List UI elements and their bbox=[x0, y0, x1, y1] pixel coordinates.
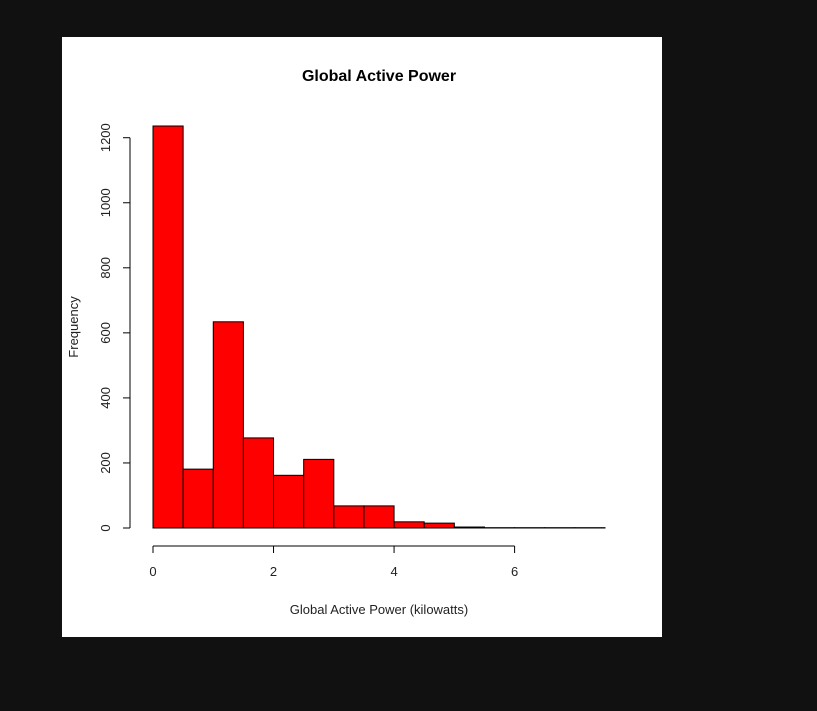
x-tick-label: 0 bbox=[149, 564, 156, 579]
histogram-bar bbox=[363, 505, 395, 529]
y-tick-label: 200 bbox=[98, 452, 113, 474]
y-tick-label: 800 bbox=[98, 257, 113, 279]
y-axis: 0 200 400 600 800 1000 1200 bbox=[98, 123, 131, 532]
x-tick-label: 4 bbox=[390, 564, 397, 579]
x-axis-label: Global Active Power (kilowatts) bbox=[290, 602, 468, 617]
histogram-bar bbox=[453, 526, 485, 529]
histogram-bar bbox=[393, 521, 425, 529]
histogram-bar bbox=[273, 474, 305, 529]
x-tick-label: 6 bbox=[511, 564, 518, 579]
y-tick-label: 0 bbox=[98, 524, 113, 531]
chart-title: Global Active Power bbox=[302, 68, 456, 85]
plot-panel: Global Active Power 0 2 4 6 0 200 400 600 800 10… bbox=[62, 37, 662, 637]
y-tick-label: 400 bbox=[98, 387, 113, 409]
histogram-bar bbox=[182, 468, 214, 529]
histogram-bar bbox=[333, 505, 365, 529]
histogram-bar bbox=[242, 437, 275, 529]
histogram-bar bbox=[152, 125, 184, 529]
histogram-chart: Global Active Power 0 2 4 6 0 200 400 600 800 10… bbox=[66, 68, 606, 617]
y-tick-label: 600 bbox=[98, 322, 113, 344]
histogram-bar bbox=[423, 522, 455, 529]
x-tick-label: 2 bbox=[270, 564, 277, 579]
histogram-bar bbox=[212, 321, 244, 529]
x-axis: 0 2 4 6 bbox=[149, 545, 518, 579]
bars-group bbox=[152, 125, 606, 529]
histogram-bar bbox=[303, 458, 335, 529]
y-tick-label: 1000 bbox=[98, 188, 113, 217]
y-tick-label: 1200 bbox=[98, 123, 113, 152]
y-axis-label: Frequency bbox=[66, 296, 81, 358]
